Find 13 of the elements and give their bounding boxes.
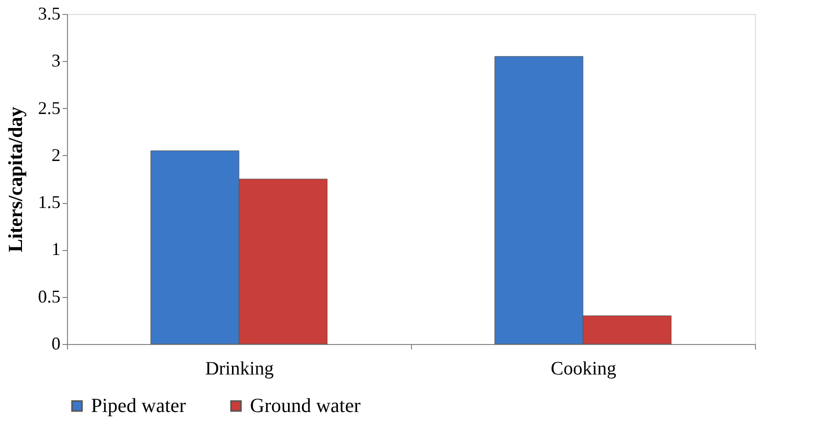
legend-label: Piped water xyxy=(91,395,186,417)
x-tick-label: Cooking xyxy=(550,358,617,380)
y-tick-label: 3 xyxy=(52,50,60,71)
legend-label: Ground water xyxy=(250,395,361,417)
y-axis-title: Liters/capita/day xyxy=(5,106,27,252)
y-tick-label: 2.5 xyxy=(38,98,60,118)
y-tick-label: 1.5 xyxy=(38,192,60,212)
x-tick-label: Drinking xyxy=(205,358,274,380)
y-tick-label: 1 xyxy=(52,239,60,260)
y-tick-label: 2 xyxy=(52,144,60,165)
y-tick-label: 0 xyxy=(52,334,60,354)
y-tick-label: 0.5 xyxy=(38,286,60,306)
y-tick-label: 3.5 xyxy=(38,4,60,24)
